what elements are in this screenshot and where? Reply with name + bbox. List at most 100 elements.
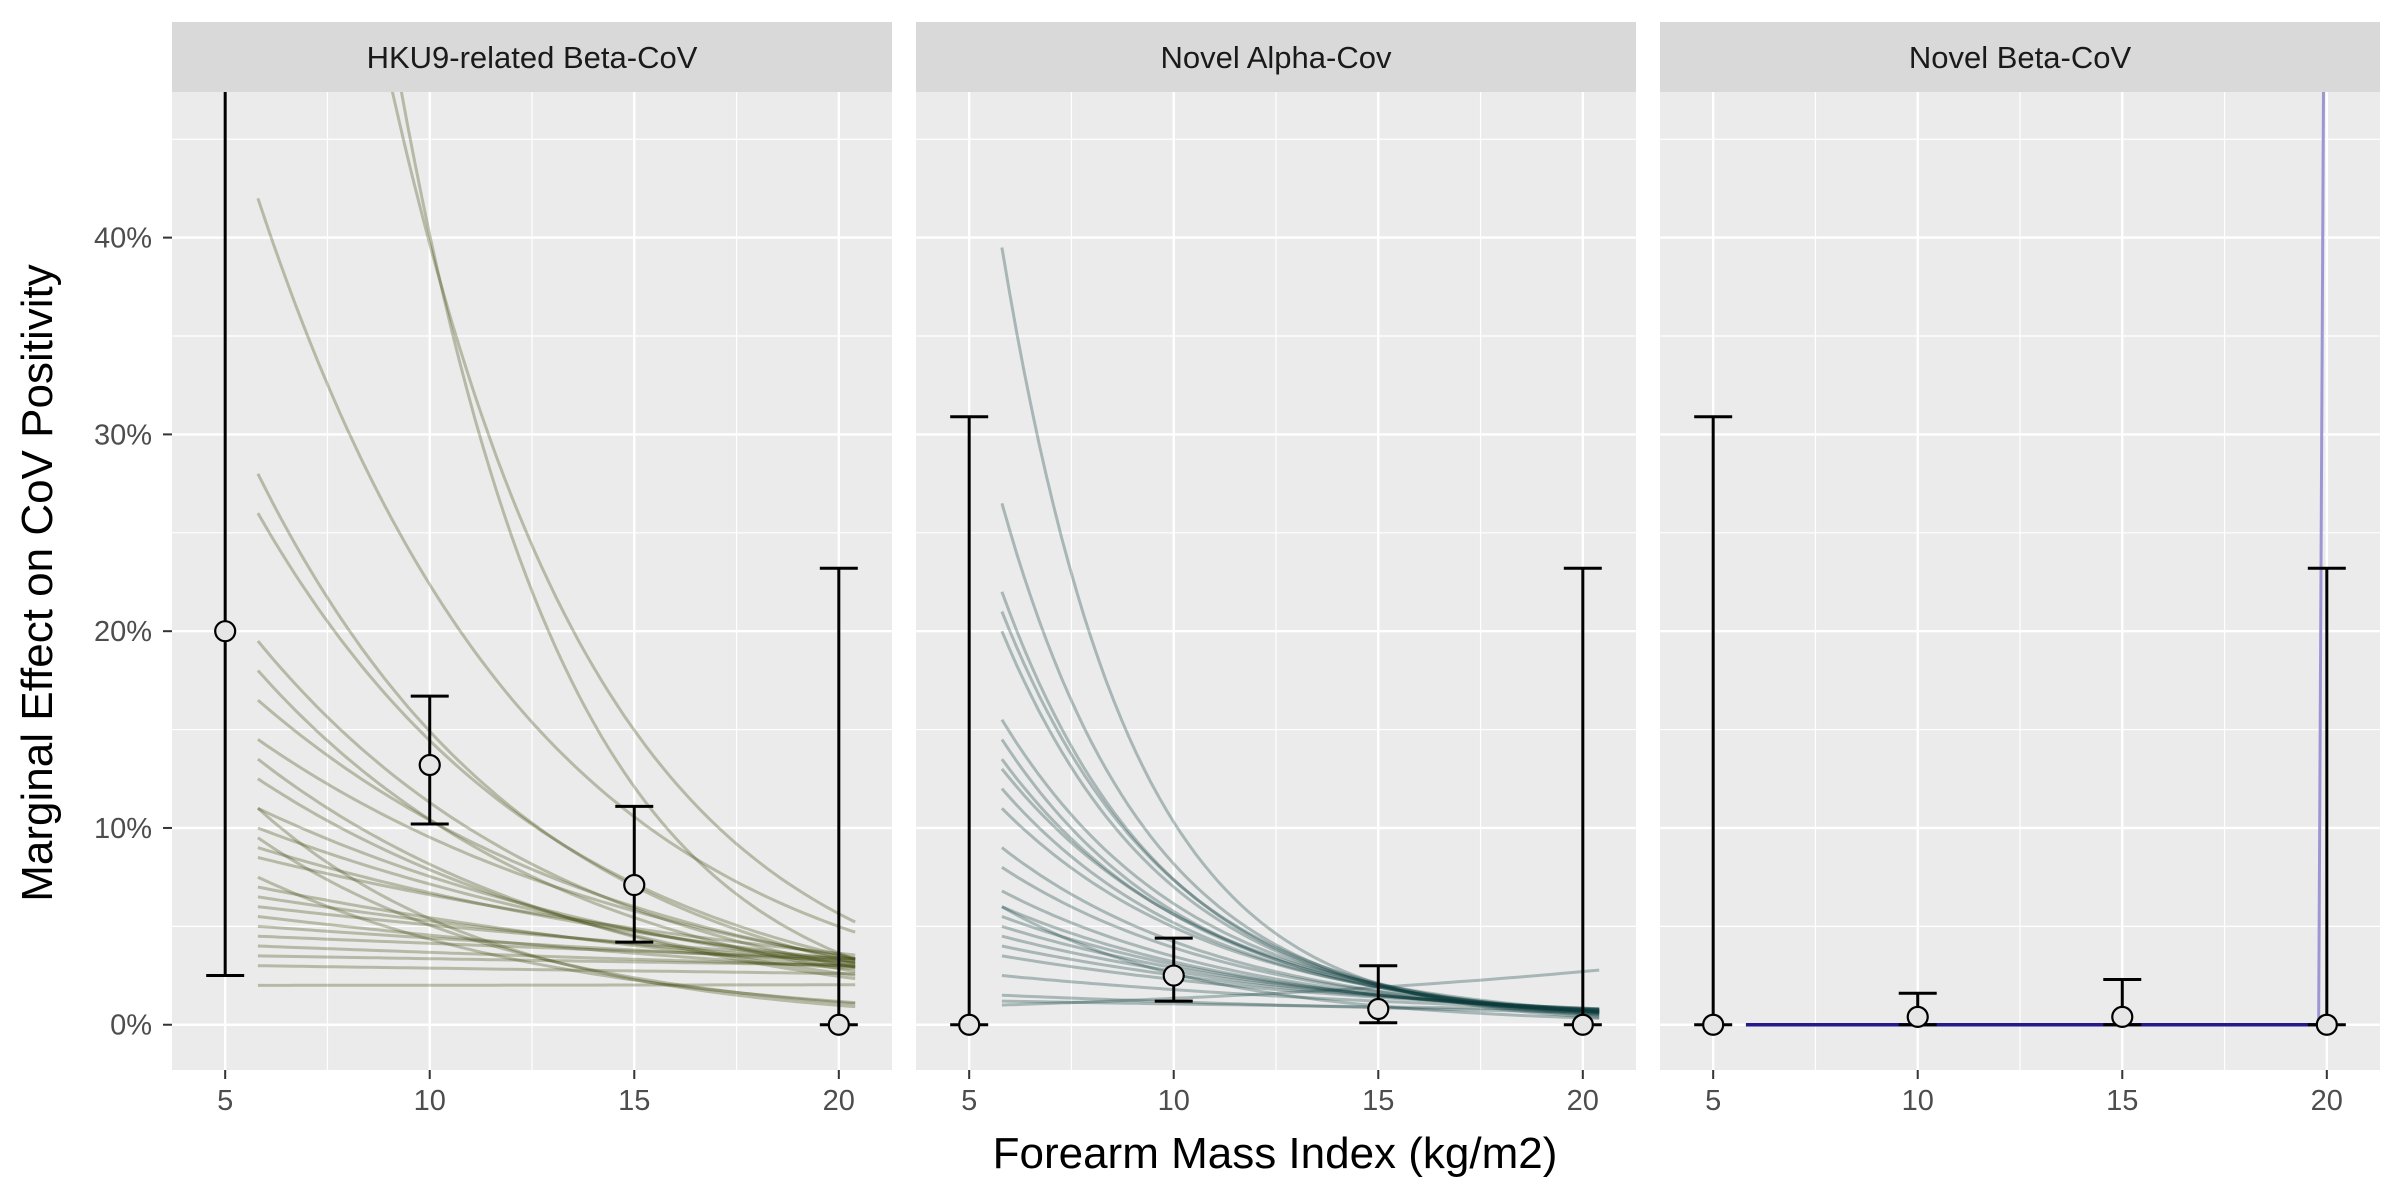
posterior-curve [1000, 718, 1600, 1014]
x-tick-label: 15 [618, 1085, 650, 1117]
data-point [2315, 1013, 2338, 1036]
posterior-curve [1000, 591, 1600, 1017]
posterior-spike-line [2317, 92, 2325, 1025]
posterior-curve [257, 964, 856, 976]
curve-group [1000, 247, 1600, 1020]
data-point [1702, 1013, 1725, 1036]
posterior-curve [399, 92, 856, 961]
facet-strip-label: HKU9-related Beta-CoV [367, 40, 698, 75]
posterior-curve [1000, 247, 1600, 1019]
posterior-curve [1001, 915, 1600, 1013]
y-tick-label: 20% [94, 616, 152, 648]
data-point [214, 620, 237, 643]
posterior-curve [257, 983, 856, 987]
posterior-curve [256, 807, 856, 1009]
x-tick-label: 5 [961, 1085, 977, 1117]
x-tick-label: 5 [217, 1085, 233, 1117]
posterior-curve [1001, 993, 1600, 1014]
posterior-curve [257, 905, 856, 961]
posterior-curve [1001, 999, 1600, 1011]
posterior-curve [1001, 905, 1600, 1013]
posterior-curve [257, 875, 856, 1005]
posterior-curve [257, 885, 856, 969]
posterior-curve [390, 92, 856, 924]
facet-strip [172, 22, 892, 92]
facet-panel-2: Novel Alpha-Cov 5 10 15 20 [916, 22, 1636, 1117]
posterior-curve [1001, 974, 1600, 1011]
x-tick-label: 5 [1705, 1085, 1721, 1117]
curve-group [1745, 92, 2325, 1027]
posterior-curve [1001, 889, 1600, 1014]
posterior-curve [1000, 846, 1600, 1014]
posterior-curve [1001, 866, 1600, 1014]
x-tick-label: 20 [1567, 1085, 1599, 1117]
posterior-curve [256, 197, 856, 934]
facet-strip [1660, 22, 2380, 92]
posterior-curve [1000, 767, 1600, 1013]
posterior-curve [257, 954, 856, 967]
posterior-curve [1001, 968, 1600, 1007]
posterior-curve [256, 698, 856, 962]
observed-points [206, 92, 858, 1036]
posterior-curve [257, 738, 856, 960]
facet-strip-label: Novel Alpha-Cov [1161, 40, 1392, 75]
curve-group [256, 92, 856, 1009]
data-point [1906, 1005, 1929, 1028]
x-tick-label: 10 [1902, 1085, 1934, 1117]
y-tick-label: 0% [110, 1010, 152, 1042]
data-point [1571, 1013, 1594, 1036]
data-point [958, 1013, 981, 1036]
data-point [418, 753, 441, 777]
y-tick-label: 40% [94, 223, 152, 255]
posterior-curve [256, 512, 856, 960]
posterior-curve [1000, 758, 1600, 1014]
posterior-curve [1000, 807, 1600, 1013]
x-tick-label: 20 [823, 1085, 855, 1117]
y-tick-label: 10% [94, 813, 152, 845]
facet-strip-label: Novel Beta-CoV [1909, 40, 2132, 75]
posterior-curve [1001, 944, 1600, 1011]
posterior-curve [257, 856, 856, 957]
posterior-curve [1001, 954, 1600, 1011]
x-tick-label: 15 [2106, 1085, 2138, 1117]
posterior-curve [257, 944, 856, 968]
posterior-curve [257, 836, 856, 1006]
posterior-curve [256, 757, 856, 981]
posterior-curve [1000, 738, 1600, 1015]
x-tick-label: 15 [1362, 1085, 1394, 1117]
facet-panel-1: HKU9-related Beta-CoV 5 10 15 20 [172, 22, 892, 1117]
posterior-curve [256, 640, 856, 969]
posterior-curve [1000, 787, 1600, 1014]
data-point [1367, 997, 1390, 1021]
posterior-curve [257, 924, 856, 963]
posterior-curve [257, 777, 856, 977]
posterior-curve [1001, 924, 1600, 1012]
posterior-curve [256, 473, 856, 965]
data-point [623, 873, 646, 897]
facet-strip [916, 22, 1636, 92]
posterior-curve [256, 669, 856, 974]
posterior-curve [257, 934, 856, 961]
facet-panel-3: Novel Beta-CoV 5 10 15 20 [1660, 22, 2380, 1117]
x-tick-label: 20 [2311, 1085, 2343, 1117]
posterior-curve [1000, 610, 1600, 1016]
posterior-curve [1001, 905, 1600, 1020]
posterior-curve [257, 895, 856, 965]
posterior-curve [1000, 630, 1600, 1016]
x-tick-label: 10 [414, 1085, 446, 1117]
posterior-curve [1000, 502, 1600, 1018]
x-tick-label: 10 [1158, 1085, 1190, 1117]
posterior-curve [257, 806, 856, 969]
posterior-curve [1001, 934, 1600, 1011]
data-point [827, 1013, 850, 1036]
data-point [1162, 964, 1185, 987]
observed-points [950, 415, 1602, 1036]
y-tick-label: 30% [94, 419, 152, 451]
posterior-curve [257, 846, 856, 963]
posterior-curve [257, 826, 856, 965]
data-point [2111, 1005, 2134, 1028]
observed-points [1694, 415, 2346, 1036]
y-axis-title: Marginal Effect on CoV Positivity [13, 264, 62, 901]
posterior-curve [257, 915, 856, 971]
